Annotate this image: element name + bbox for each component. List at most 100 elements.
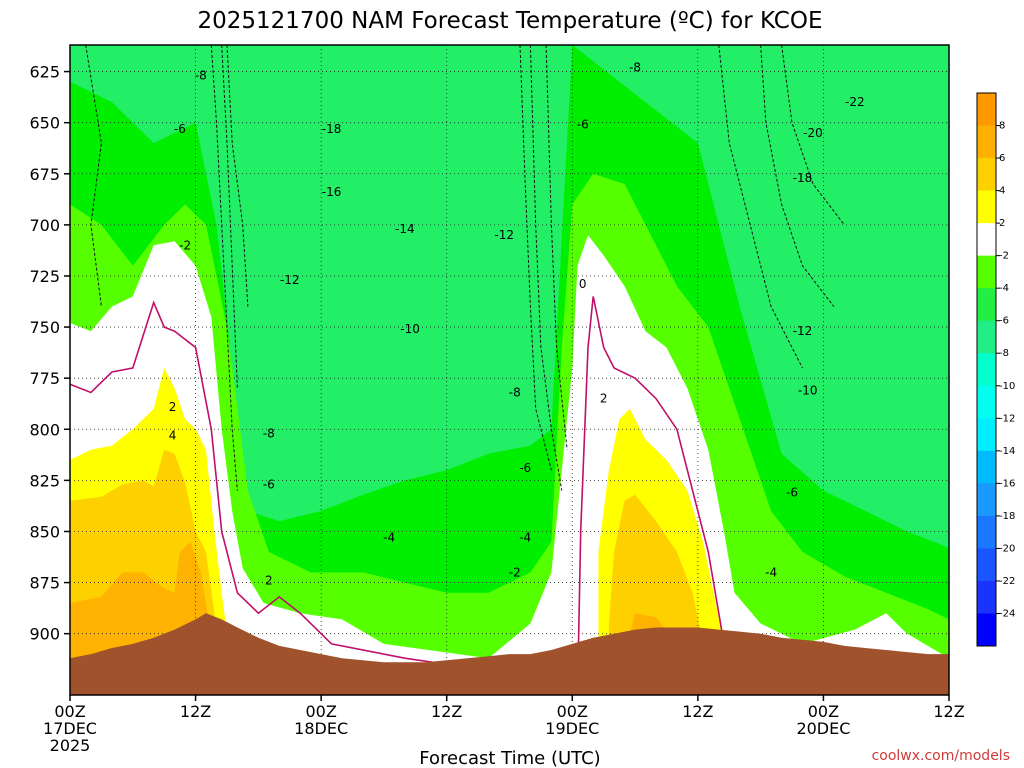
colorbar-swatch xyxy=(977,418,996,452)
contour-labels: -8-6-224-18-16-14-12-10-8-6-42-12-8-6-4-… xyxy=(169,60,865,587)
x-tick-label: 12Z xyxy=(180,702,211,721)
colorbar-swatch xyxy=(977,483,996,517)
colorbar-swatch xyxy=(977,288,996,322)
x-tick-label: 00Z xyxy=(54,702,85,721)
x-tick-label: 12Z xyxy=(431,702,462,721)
contour-label: -8 xyxy=(629,60,641,74)
contour-line xyxy=(210,45,238,491)
contour-line xyxy=(519,45,552,471)
colorbar-label: 8 xyxy=(999,121,1005,132)
x-tick-label: 18DEC xyxy=(294,719,348,738)
contour-label: -12 xyxy=(793,324,813,338)
colorbar-swatch xyxy=(977,158,996,192)
colorbar-swatch xyxy=(977,190,996,224)
contour-label: -20 xyxy=(803,126,823,140)
colorbar-label: -18 xyxy=(999,511,1015,522)
temperature-bands xyxy=(70,45,949,695)
contour-label: -12 xyxy=(280,273,300,287)
y-tick-label: 825 xyxy=(29,471,60,490)
contour-line xyxy=(760,45,835,307)
x-tick-label: 2025 xyxy=(50,736,91,755)
colorbar-swatch xyxy=(977,353,996,387)
contour-label: -2 xyxy=(179,238,191,252)
y-tick-label: 900 xyxy=(29,625,60,644)
contour-line xyxy=(545,45,568,450)
y-tick-label: 725 xyxy=(29,267,60,286)
contour-label: -6 xyxy=(263,477,275,491)
contour-label: -16 xyxy=(322,185,342,199)
contour-label: -2 xyxy=(509,565,521,579)
colorbar-swatch xyxy=(977,385,996,419)
contour-label: 2 xyxy=(600,392,608,406)
colorbar-label: -24 xyxy=(999,608,1015,619)
x-tick-label: 12Z xyxy=(933,702,964,721)
contour-label: -4 xyxy=(383,531,395,545)
x-tick-label: 17DEC xyxy=(43,719,97,738)
contour-label: -10 xyxy=(798,383,818,397)
colorbar: 8 6 4 2 -2 -4 -6 -8 -10 -12 -14 -16 -18 -20 -22 -24 xyxy=(976,92,1015,647)
colorbar-label: -20 xyxy=(999,543,1015,554)
y-tick-label: 800 xyxy=(29,420,60,439)
y-tick-label: 650 xyxy=(29,114,60,133)
contour-line xyxy=(718,45,803,369)
contour-label: -4 xyxy=(519,531,531,545)
contour-line xyxy=(781,45,845,226)
x-tick-label: 00Z xyxy=(557,702,588,721)
colorbar-label: -4 xyxy=(999,283,1009,294)
colorbar-label: -22 xyxy=(999,576,1015,587)
contour-line xyxy=(576,296,725,695)
contour-label: -8 xyxy=(509,385,521,399)
grid-lines xyxy=(70,45,949,695)
contour-label: -6 xyxy=(519,461,531,475)
x-tick-label: 00Z xyxy=(808,702,839,721)
contour-label: -6 xyxy=(786,486,798,500)
contour-line xyxy=(226,45,249,307)
contour-lines xyxy=(70,45,845,695)
colorbar-label: 2 xyxy=(999,218,1005,229)
y-axis: 625 650 675 700 725 750 775 800 825 850 875 900 xyxy=(29,63,70,644)
contour-label: -18 xyxy=(322,122,342,136)
x-tick-label: 00Z xyxy=(305,702,336,721)
y-tick-label: 775 xyxy=(29,369,60,388)
x-axis-label: Forecast Time (UTC) xyxy=(419,748,600,768)
colorbar-swatch xyxy=(977,125,996,159)
contour-line xyxy=(70,300,531,676)
contour-line xyxy=(85,45,102,307)
colorbar-frame xyxy=(976,92,997,647)
colorbar-label: -12 xyxy=(999,413,1015,424)
contour-label: 2 xyxy=(265,574,273,588)
colorbar-swatch xyxy=(977,548,996,582)
x-tick-label: 19DEC xyxy=(545,719,599,738)
colorbar-swatch xyxy=(977,580,996,614)
colorbar-label: 6 xyxy=(999,153,1005,164)
contour-label: -14 xyxy=(395,222,415,236)
contour-line xyxy=(529,45,563,491)
colorbar-swatch xyxy=(977,320,996,354)
contour-label: -8 xyxy=(195,69,207,83)
x-tick-label: 20DEC xyxy=(796,719,850,738)
terrain xyxy=(70,613,949,695)
colorbar-swatch xyxy=(977,613,996,647)
colorbar-swatch xyxy=(977,93,996,127)
colorbar-label: -10 xyxy=(999,381,1015,392)
contour-label: -10 xyxy=(400,322,420,336)
colorbar-swatch xyxy=(977,515,996,549)
y-tick-label: 750 xyxy=(29,318,60,337)
contour-label: 0 xyxy=(579,277,587,291)
band--2 xyxy=(70,235,949,695)
contour-label: -22 xyxy=(845,95,865,109)
x-tick-label: 12Z xyxy=(682,702,713,721)
colorbar-label: -16 xyxy=(999,478,1015,489)
y-tick-label: 850 xyxy=(29,522,60,541)
y-tick-label: 625 xyxy=(29,63,60,82)
contour-label: -4 xyxy=(765,565,777,579)
colorbar-label: -6 xyxy=(999,316,1009,327)
colorbar-swatch xyxy=(977,450,996,484)
colorbar-swatch xyxy=(977,255,996,289)
credit-text: coolwx.com/models xyxy=(872,748,1010,764)
y-tick-label: 675 xyxy=(29,165,60,184)
contour-label: -12 xyxy=(494,228,514,242)
contour-label: 4 xyxy=(169,428,177,442)
